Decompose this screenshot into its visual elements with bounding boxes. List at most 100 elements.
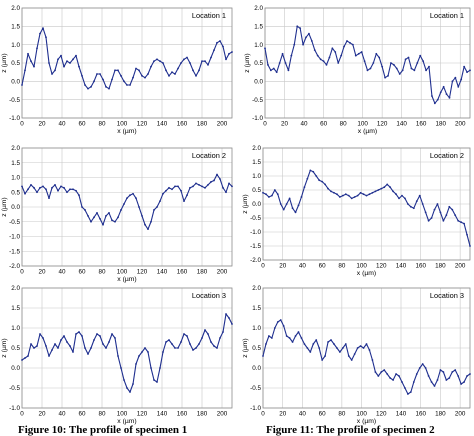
data-point	[300, 337, 303, 339]
x-tick-label: 180	[435, 263, 446, 270]
data-point	[386, 373, 389, 375]
data-point	[99, 335, 101, 337]
data-point	[389, 186, 392, 189]
data-point	[132, 192, 134, 195]
data-point	[66, 191, 68, 194]
plot-frame	[262, 287, 471, 409]
data-point	[126, 387, 128, 389]
data-point	[315, 175, 318, 177]
data-point	[45, 345, 47, 347]
data-point	[380, 371, 383, 373]
y-tick-label: 1.5	[11, 305, 20, 312]
data-point	[344, 193, 347, 196]
data-point	[276, 321, 279, 323]
x-tick-label: 120	[376, 263, 387, 270]
data-point	[428, 65, 430, 68]
data-point	[30, 183, 32, 186]
data-point	[347, 194, 350, 197]
data-point	[296, 25, 299, 28]
x-tick-label: 140	[157, 121, 168, 128]
data-point	[273, 189, 276, 191]
data-point	[165, 341, 167, 343]
data-point	[431, 95, 433, 97]
data-point	[189, 62, 191, 64]
x-tick-label: 100	[117, 121, 128, 128]
data-point	[306, 347, 309, 349]
data-point	[75, 54, 77, 57]
data-point	[207, 333, 209, 335]
data-point	[225, 191, 227, 194]
y-tick-label: 1.5	[11, 160, 20, 167]
x-tick-label: 180	[435, 121, 446, 128]
data-point	[51, 186, 53, 189]
x-tick-label: 40	[299, 411, 307, 418]
data-point	[33, 186, 35, 189]
data-point	[183, 58, 185, 61]
data-point	[78, 331, 80, 333]
chart-specimen-2-loc-2: 2.0 1.5 1.0 0.5 0.0 -0.5 -1.0 -1.5 -2.00 20 40 60 80…	[242, 145, 471, 277]
data-point	[328, 56, 331, 59]
data-point	[72, 58, 74, 61]
data-point	[369, 67, 372, 70]
data-point	[30, 60, 32, 63]
data-point	[457, 85, 460, 88]
y-tick-label: 1.0	[252, 173, 261, 180]
data-point	[51, 349, 53, 351]
data-point	[291, 207, 294, 210]
y-axis-label: z (µm)	[1, 197, 8, 216]
data-point	[457, 219, 460, 222]
data-point	[159, 367, 161, 369]
data-point	[114, 220, 116, 223]
data-point	[306, 177, 309, 180]
data-point	[321, 359, 324, 361]
data-point	[386, 183, 389, 186]
data-point	[275, 71, 278, 74]
data-point	[156, 206, 158, 208]
x-tick-label: 140	[396, 121, 407, 128]
x-tick-label: 20	[38, 121, 46, 128]
data-point	[309, 351, 312, 353]
data-point	[102, 223, 104, 226]
data-point	[451, 208, 454, 211]
data-point	[78, 65, 80, 68]
data-point	[407, 56, 410, 59]
data-point	[407, 393, 409, 395]
x-axis-label: x (µm)	[358, 128, 377, 135]
data-point	[96, 212, 98, 214]
data-point	[213, 345, 215, 347]
y-tick-label: -0.5	[252, 97, 263, 104]
data-point	[171, 71, 173, 74]
location-label: Location 1	[430, 11, 464, 20]
chart-specimen-2-loc-3: 2.0 1.5 1.0 0.5 0.0 -0.5 -1.00 20 40 60 80 100 120 14…	[242, 285, 471, 425]
data-point	[177, 185, 179, 188]
x-tick-label: 180	[197, 121, 208, 128]
plot-frame	[262, 147, 471, 261]
x-tick-label: 160	[177, 411, 188, 418]
data-point	[156, 381, 158, 383]
data-point	[96, 73, 98, 75]
x-tick-label: 20	[38, 269, 46, 276]
data-point	[120, 367, 122, 369]
data-point	[439, 369, 442, 371]
data-point	[69, 345, 71, 347]
data-point	[404, 197, 406, 200]
data-point	[380, 187, 383, 190]
caption-figure-11: Figure 11: The profile of specimen 2	[266, 424, 435, 436]
data-point	[228, 52, 230, 55]
data-point	[105, 85, 107, 88]
data-point	[282, 208, 285, 211]
x-tick-label: 0	[263, 121, 267, 128]
data-point	[42, 185, 44, 188]
data-point	[392, 63, 395, 66]
data-point	[231, 185, 233, 188]
y-tick-label: 1.5	[254, 24, 263, 31]
data-point	[24, 357, 26, 359]
data-point	[383, 369, 386, 371]
data-point	[360, 51, 363, 53]
data-point	[383, 186, 386, 189]
data-point	[390, 62, 392, 64]
data-point	[436, 98, 439, 101]
y-tick-label: -2.0	[250, 257, 261, 264]
data-point	[365, 194, 368, 197]
x-tick-label: 140	[157, 269, 168, 276]
